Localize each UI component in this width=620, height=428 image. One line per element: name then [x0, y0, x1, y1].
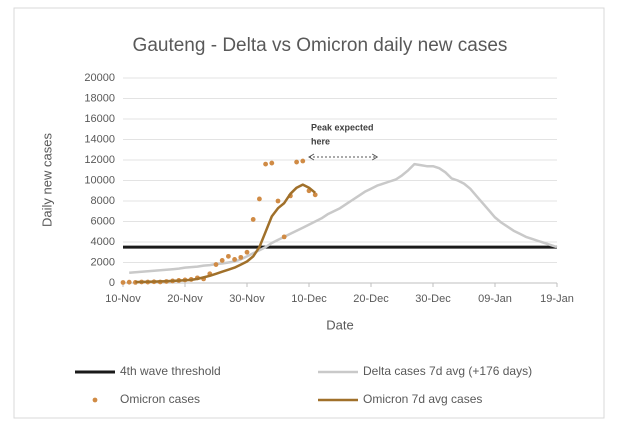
data-point — [294, 159, 299, 165]
data-point — [226, 253, 231, 259]
x-tick-label: 10-Nov — [105, 293, 141, 305]
data-point — [219, 258, 225, 263]
y-tick-label: 10000 — [84, 174, 115, 186]
y-tick-label: 6000 — [91, 215, 115, 227]
legend-label: Omicron 7d avg cases — [363, 392, 482, 406]
x-tick-label: 30-Dec — [415, 293, 451, 305]
chart-frame — [13, 7, 605, 419]
y-tick-label: 12000 — [84, 154, 115, 166]
y-tick-label: 16000 — [84, 113, 115, 125]
data-point — [312, 192, 318, 198]
y-tick-label: 14000 — [84, 133, 115, 145]
series-line — [129, 162, 558, 275]
x-tick-label: 20-Dec — [353, 293, 389, 305]
data-point — [232, 257, 238, 262]
x-axis-label: Date — [326, 317, 353, 332]
data-point — [250, 217, 256, 222]
data-point — [275, 198, 281, 204]
data-point — [263, 161, 268, 167]
legend-label: Omicron cases — [120, 392, 200, 406]
data-point — [244, 249, 250, 255]
data-point — [238, 254, 244, 260]
legend-label: 4th wave threshold — [120, 364, 221, 378]
x-tick-label: 20-Nov — [167, 293, 203, 305]
legend-marker — [92, 397, 98, 403]
annotation-text: here — [311, 136, 330, 146]
y-tick-label: 8000 — [91, 195, 115, 207]
data-point — [120, 280, 126, 285]
x-tick-label: 09-Jan — [478, 293, 512, 305]
data-point — [281, 234, 287, 240]
y-tick-label: 20000 — [84, 72, 115, 84]
x-tick-label: 30-Nov — [229, 293, 265, 305]
series-line — [135, 183, 316, 284]
arrow-head — [308, 153, 379, 161]
y-tick-label: 4000 — [91, 236, 115, 248]
chart-title: Gauteng - Delta vs Omicron daily new cas… — [133, 35, 508, 56]
data-point — [213, 262, 219, 267]
x-tick-label: 19-Jan — [540, 293, 574, 305]
data-point — [257, 196, 262, 202]
annotation-text: Peak expected — [311, 122, 374, 132]
y-tick-label: 0 — [109, 277, 115, 289]
legend-label: Delta cases 7d avg (+176 days) — [363, 364, 532, 378]
x-tick-label: 10-Dec — [291, 293, 327, 305]
y-tick-label: 18000 — [84, 92, 115, 104]
data-point — [126, 279, 132, 285]
y-tick-label: 2000 — [91, 256, 115, 268]
data-point — [300, 158, 306, 164]
data-point — [269, 160, 275, 166]
y-axis-label: Daily new cases — [39, 133, 54, 227]
